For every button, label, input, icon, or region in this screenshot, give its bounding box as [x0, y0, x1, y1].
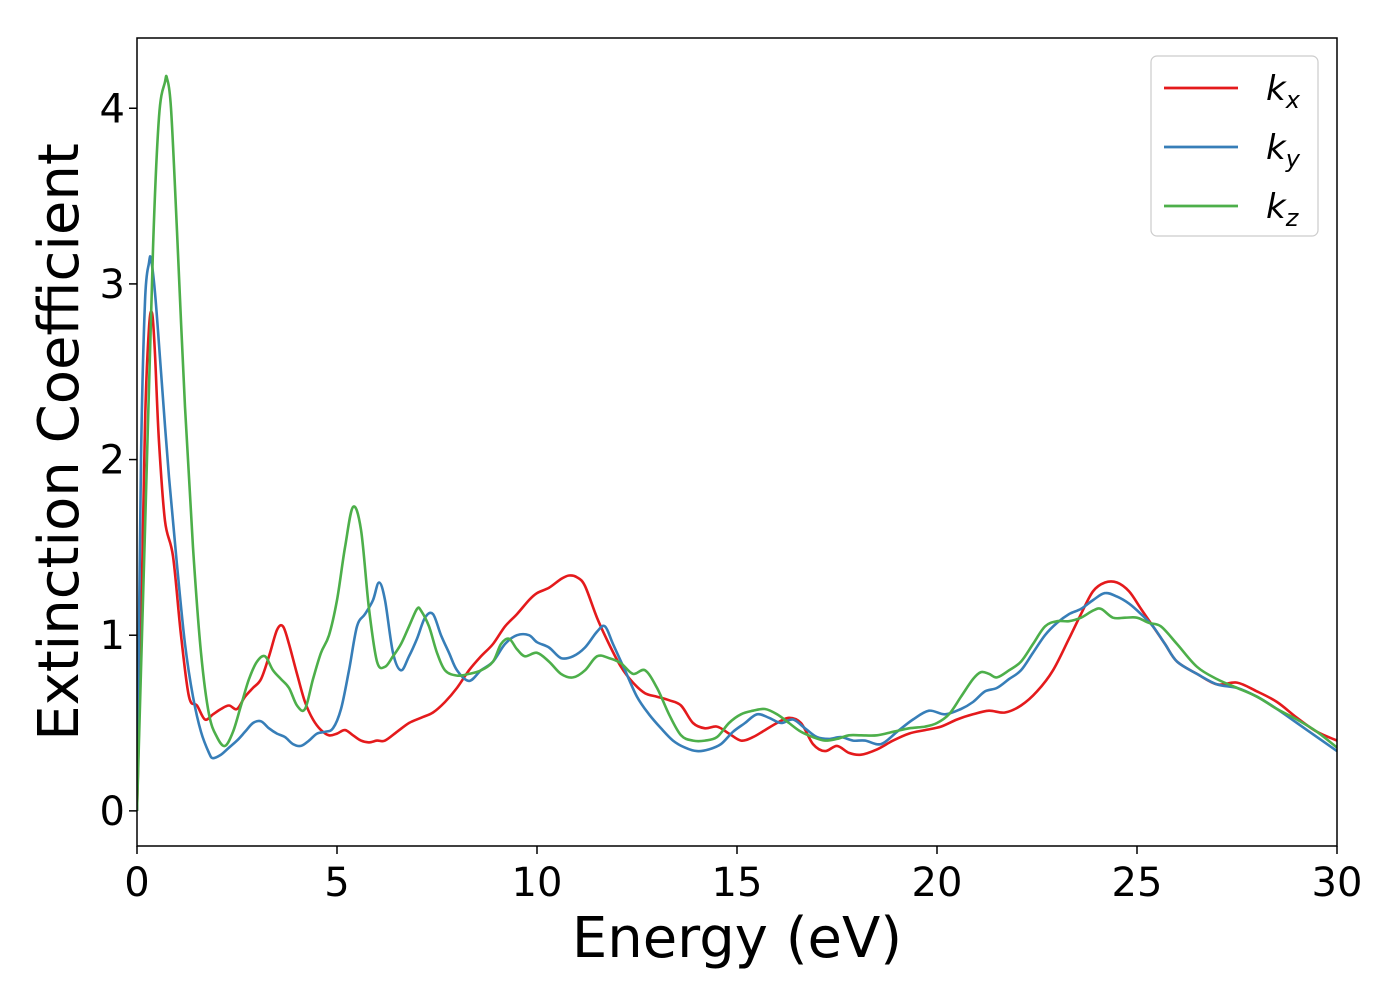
y-axis-label: Extinction Coefficient [27, 143, 92, 741]
legend-label-name: k [1266, 187, 1287, 227]
series-layer [137, 74, 1337, 811]
series-line-kz [137, 74, 1337, 811]
x-axis-label: Energy (eV) [572, 906, 902, 971]
legend-label-name: k [1266, 128, 1287, 168]
legend-label-kz: kz [1266, 187, 1300, 232]
y-tick-label: 1 [100, 613, 125, 659]
legend-label-name: k [1266, 69, 1287, 109]
y-tick-label: 2 [100, 438, 125, 484]
legend-label-ky: ky [1266, 128, 1301, 173]
legend-label-subscript: y [1285, 145, 1301, 173]
legend-label-kx: kx [1266, 69, 1301, 114]
y-tick-label: 0 [100, 789, 125, 835]
x-tick-label: 0 [124, 860, 149, 906]
x-tick-label: 25 [1112, 860, 1163, 906]
legend-label-subscript: z [1285, 204, 1300, 232]
x-tick-label: 15 [712, 860, 763, 906]
series-line-ky [137, 255, 1337, 811]
y-axis-ticks: 0 1 2 3 4 [100, 86, 137, 835]
y-tick-label: 3 [100, 262, 125, 308]
legend-label-subscript: x [1285, 86, 1301, 114]
x-axis-ticks: 0 5 10 15 20 25 30 [124, 846, 1362, 906]
y-tick-label: 4 [100, 86, 125, 132]
x-tick-label: 30 [1312, 860, 1363, 906]
x-tick-label: 5 [324, 860, 349, 906]
series-line-kx [137, 310, 1337, 811]
x-tick-label: 20 [912, 860, 963, 906]
x-tick-label: 10 [512, 860, 563, 906]
